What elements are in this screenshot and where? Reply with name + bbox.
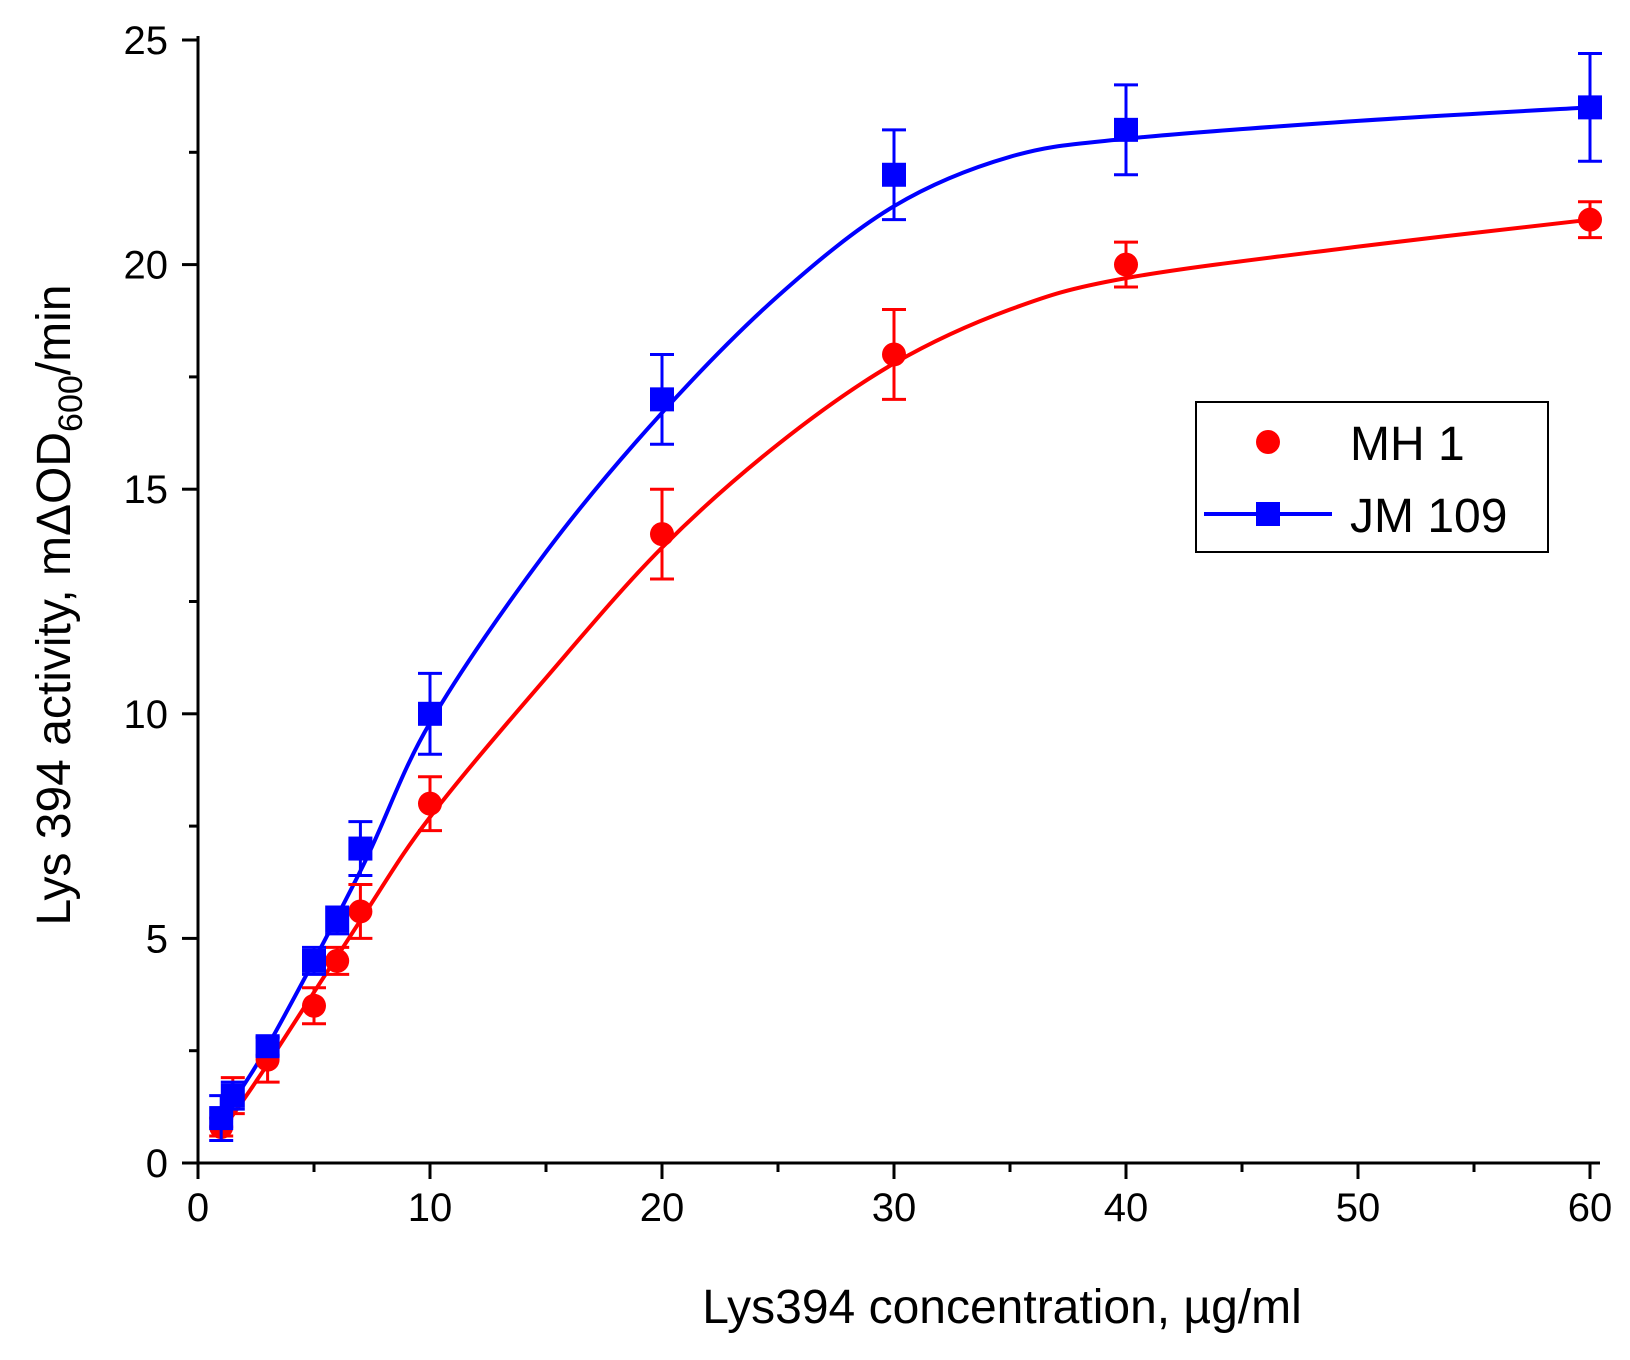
y-tick-label: 5 xyxy=(146,917,168,961)
data-point-jm109 xyxy=(882,128,906,222)
x-tick-label: 40 xyxy=(1104,1186,1149,1230)
data-point-mh1 xyxy=(418,775,442,833)
marker-square xyxy=(1578,95,1602,120)
data-point-jm109 xyxy=(1578,51,1602,163)
data-point-mh1 xyxy=(650,487,674,581)
x-tick-label: 50 xyxy=(1336,1186,1381,1230)
y-axis-title: Lys 394 activity, mΔOD600/min xyxy=(28,285,90,926)
y-tick-label: 0 xyxy=(146,1142,168,1186)
data-point-mh1 xyxy=(325,945,350,976)
data-point-mh1 xyxy=(302,986,326,1026)
marker-square xyxy=(1114,117,1138,142)
data-point-mh1 xyxy=(1578,200,1602,240)
y-tick-label: 20 xyxy=(124,244,169,288)
data-point-mh1 xyxy=(882,308,906,401)
marker-square xyxy=(348,836,373,861)
x-tick-label: 60 xyxy=(1568,1186,1613,1230)
data-point-jm109 xyxy=(302,945,326,976)
legend: MH 1 JM 109 xyxy=(1195,401,1549,553)
y-tick-label: 15 xyxy=(124,468,169,512)
marker-circle xyxy=(418,791,442,816)
marker-square xyxy=(325,908,350,933)
marker-square xyxy=(302,948,326,973)
marker-circle xyxy=(650,522,674,547)
x-tick-label: 30 xyxy=(872,1186,917,1230)
data-point-jm109 xyxy=(650,352,674,446)
data-point-jm109 xyxy=(255,1034,280,1059)
data-point-jm109 xyxy=(348,820,373,878)
x-tick-label: 0 xyxy=(187,1186,209,1230)
fit-curves xyxy=(219,105,1591,1133)
data-point-jm109 xyxy=(418,671,442,756)
marker-square xyxy=(220,1083,245,1108)
axes: 0 10 20 30 40 50 60 0 5 10 15 20 25 xyxy=(124,19,1613,1230)
y-tick-label: 10 xyxy=(124,693,169,737)
marker-square xyxy=(418,701,442,726)
y-tick-label: 25 xyxy=(124,19,169,63)
y-axis-title-subscript: 600 xyxy=(52,375,90,432)
legend-mh1-label: MH 1 xyxy=(1350,418,1465,471)
legend-jm109-marker xyxy=(1256,502,1280,526)
legend-mh1-marker xyxy=(1256,430,1280,454)
legend-jm109-label: JM 109 xyxy=(1350,490,1507,543)
data-point-mh1 xyxy=(1114,240,1138,289)
marker-circle xyxy=(302,993,326,1018)
x-tick-label: 10 xyxy=(408,1186,453,1230)
data-point-jm109 xyxy=(220,1080,245,1111)
y-axis-title-tail: /min xyxy=(28,285,81,376)
marker-square xyxy=(255,1034,280,1059)
data-point-jm109 xyxy=(1114,83,1138,177)
marker-circle xyxy=(882,342,906,367)
marker-circle xyxy=(1578,207,1602,232)
x-tick-label: 20 xyxy=(640,1186,685,1230)
marker-circle xyxy=(348,899,373,924)
marker-circle xyxy=(1114,252,1138,277)
marker-circle xyxy=(325,948,350,973)
x-axis-title: Lys394 concentration, µg/ml xyxy=(702,1281,1302,1334)
data-point-jm109 xyxy=(325,905,350,936)
y-axis-title-main: Lys 394 activity, mΔOD xyxy=(28,432,81,926)
marker-square xyxy=(650,387,674,412)
marker-square xyxy=(882,162,906,187)
data-point-mh1 xyxy=(348,882,373,940)
data-points xyxy=(209,51,1602,1143)
fit-curve-jm109 xyxy=(219,105,1591,1120)
legend-frame xyxy=(1195,401,1549,553)
